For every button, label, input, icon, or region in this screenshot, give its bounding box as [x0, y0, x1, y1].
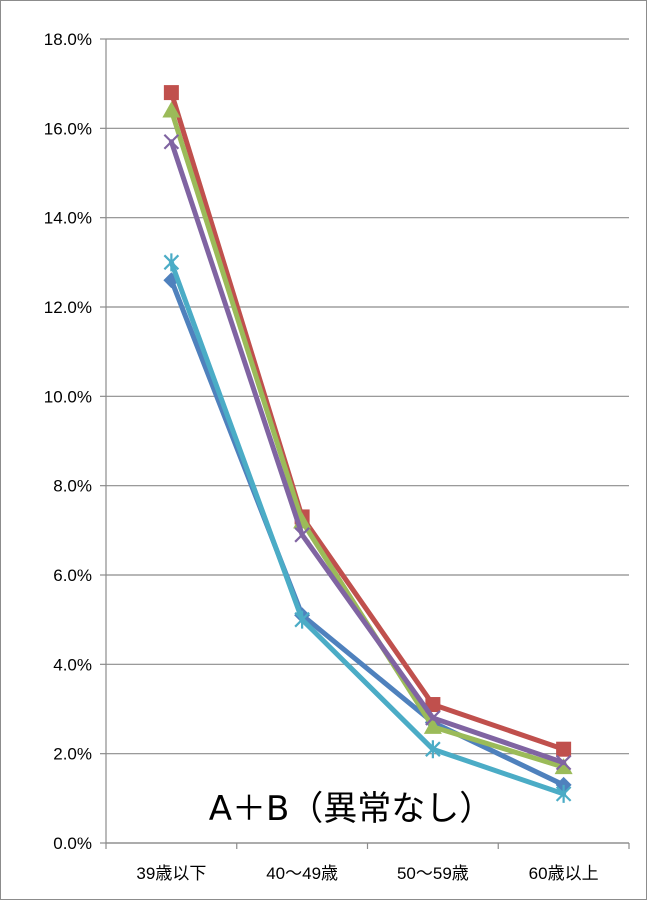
y-tick-label: 12.0%: [44, 298, 92, 317]
data-point-x: [294, 527, 310, 543]
x-tick-label: 39歳以下: [136, 864, 206, 883]
data-point-star: [294, 610, 310, 629]
y-tick-label: 6.0%: [53, 566, 92, 585]
data-point-star: [555, 784, 572, 803]
series-line: [168, 277, 567, 788]
x-tick-label: 40～49歳: [266, 864, 338, 883]
y-tick-label: 0.0%: [53, 834, 92, 853]
data-point-triangle: [162, 101, 181, 118]
data-point-square: [556, 741, 572, 757]
y-tick-label: 14.0%: [44, 209, 92, 228]
data-point-triangle: [554, 758, 573, 775]
y-tick-label: 16.0%: [44, 119, 92, 138]
y-tick-label: 8.0%: [53, 477, 92, 496]
x-tick-label: 60歳以上: [529, 864, 599, 883]
series-line: [168, 259, 567, 797]
series-line: [168, 90, 567, 752]
y-tick-label: 18.0%: [44, 30, 92, 49]
y-tick-label: 10.0%: [44, 387, 92, 406]
data-point-x: [163, 133, 180, 150]
data-point-star: [163, 253, 180, 272]
data-point-star: [425, 740, 441, 759]
series-4: [163, 133, 572, 771]
series-line: [168, 139, 567, 766]
data-point-square: [163, 85, 179, 101]
data-point-triangle: [423, 717, 442, 734]
series-5: [163, 253, 572, 803]
y-tick-label: 4.0%: [53, 655, 92, 674]
series-1: [163, 272, 572, 793]
data-point-x: [555, 754, 572, 771]
series-3: [162, 101, 573, 775]
x-tick-label: 50～59歳: [397, 864, 469, 883]
data-point-x: [425, 710, 441, 726]
data-point-square: [425, 697, 441, 713]
y-tick-label: 2.0%: [53, 745, 92, 764]
chart-annotation: A＋B（異常なし）: [208, 789, 494, 829]
